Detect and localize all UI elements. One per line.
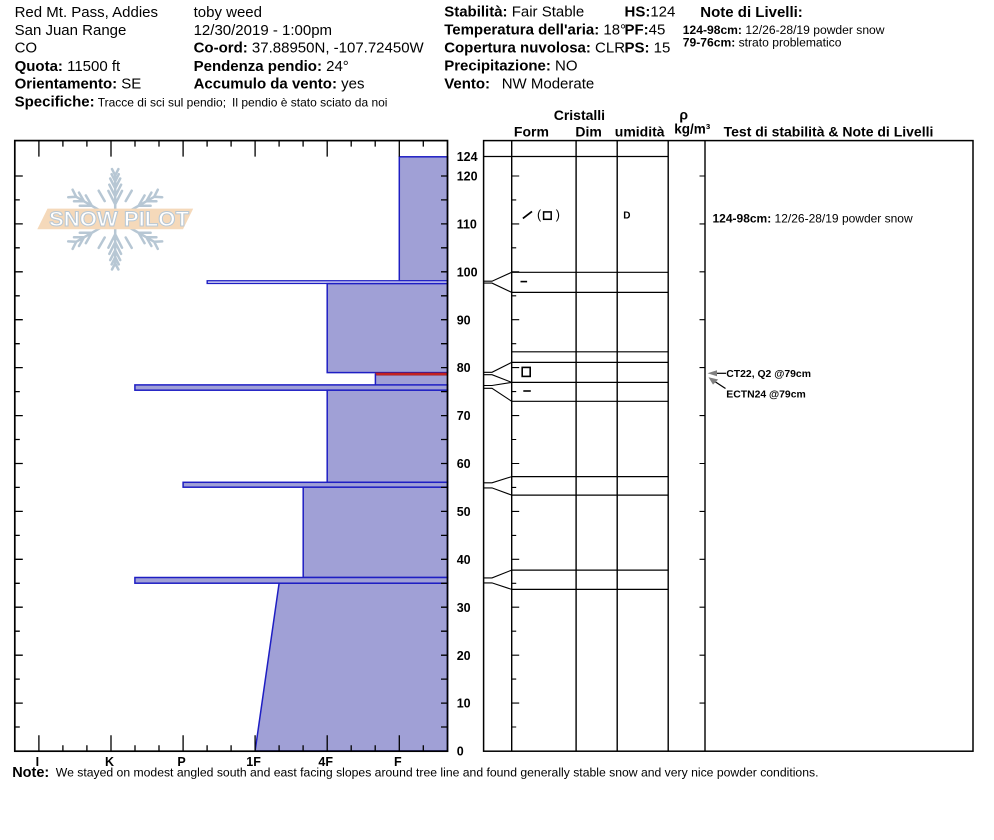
svg-text:0: 0 xyxy=(457,745,464,759)
svg-text:110: 110 xyxy=(457,218,477,232)
svg-text:Test di stabilità & Note di Li: Test di stabilità & Note di Livelli xyxy=(724,124,934,140)
svg-text:Copertura nuvolosa: CLR: Copertura nuvolosa: CLR xyxy=(444,39,625,56)
svg-text:ECTN24 @79cm: ECTN24 @79cm xyxy=(726,389,805,400)
svg-text:60: 60 xyxy=(457,457,471,471)
svg-text:12/30/2019 - 1:00pm: 12/30/2019 - 1:00pm xyxy=(194,22,332,39)
svg-text:umidità: umidità xyxy=(615,123,665,139)
svg-text:SNOW PILOT: SNOW PILOT xyxy=(49,208,189,231)
svg-text:P: P xyxy=(177,755,185,769)
svg-text:79-76cm: strato problematico: 79-76cm: strato problematico xyxy=(683,36,842,50)
svg-text:80: 80 xyxy=(457,361,471,375)
svg-text:I: I xyxy=(36,755,39,769)
svg-text:toby weed: toby weed xyxy=(194,4,262,21)
svg-text:10: 10 xyxy=(457,697,471,711)
svg-text:Specifiche: Tracce di sci sul: Specifiche: Tracce di sci sul pendio; Il… xyxy=(15,94,388,111)
svg-text:We stayed on modest angled sou: We stayed on modest angled south and eas… xyxy=(56,766,819,780)
svg-text:124-98cm: 12/26-28/19 powder: 124-98cm: 12/26-28/19 powder snow xyxy=(683,23,885,37)
svg-text:Dim: Dim xyxy=(575,123,601,139)
svg-text:Vento: NW Moderate: Vento: NW Moderate xyxy=(444,75,594,92)
svg-text:Cristalli: Cristalli xyxy=(554,107,605,123)
svg-text:120: 120 xyxy=(457,170,478,184)
svg-text:4F: 4F xyxy=(318,755,333,769)
svg-text:kg/m³: kg/m³ xyxy=(674,122,711,137)
svg-text:Accumulo da vento: yes: Accumulo da vento: yes xyxy=(194,76,365,93)
svg-text:1F: 1F xyxy=(246,755,261,769)
svg-text:20: 20 xyxy=(457,649,471,663)
svg-text:Form: Form xyxy=(514,123,549,139)
svg-text:Note di Livelli:: Note di Livelli: xyxy=(700,4,803,21)
svg-text:124: 124 xyxy=(457,150,478,164)
svg-text:40: 40 xyxy=(457,553,471,567)
svg-text:Orientamento: SE: Orientamento: SE xyxy=(15,76,142,93)
svg-text:Temperatura dell'aria: 18°: Temperatura dell'aria: 18° xyxy=(444,21,626,38)
svg-text:HS:124: HS:124 xyxy=(625,3,676,20)
svg-text:F: F xyxy=(394,755,402,769)
svg-text:(: ( xyxy=(537,208,542,222)
svg-text:Note:: Note: xyxy=(12,765,49,781)
svg-text:70: 70 xyxy=(457,409,471,423)
svg-text:ρ: ρ xyxy=(679,107,688,123)
svg-text:D: D xyxy=(623,210,630,221)
svg-text:CO: CO xyxy=(15,40,37,57)
svg-text:Quota: 11500 ft: Quota: 11500 ft xyxy=(15,58,121,75)
svg-text:50: 50 xyxy=(457,505,471,519)
svg-text:PF:45: PF:45 xyxy=(625,21,666,38)
svg-text:90: 90 xyxy=(457,313,471,327)
svg-text:Stabilità: Fair Stable: Stabilità: Fair Stable xyxy=(444,3,584,20)
svg-text:): ) xyxy=(556,208,560,222)
svg-text:30: 30 xyxy=(457,601,471,615)
svg-text:San Juan Range: San Juan Range xyxy=(15,22,127,39)
svg-text:Pendenza pendio: 24°: Pendenza pendio: 24° xyxy=(194,58,349,75)
svg-text:CT22, Q2 @79cm: CT22, Q2 @79cm xyxy=(726,369,811,380)
svg-text:PS: 15: PS: 15 xyxy=(625,39,671,56)
svg-text:Precipitazione: NO: Precipitazione: NO xyxy=(444,57,577,74)
svg-text:Co-ord: 37.88950N, -107.72450W: Co-ord: 37.88950N, -107.72450W xyxy=(194,40,425,57)
svg-text:100: 100 xyxy=(457,265,478,279)
svg-text:K: K xyxy=(105,755,114,769)
svg-text:124-98cm: 12/26-28/19 powder: 124-98cm: 12/26-28/19 powder snow xyxy=(713,212,913,226)
svg-text:Red Mt. Pass, Addies: Red Mt. Pass, Addies xyxy=(15,4,158,21)
